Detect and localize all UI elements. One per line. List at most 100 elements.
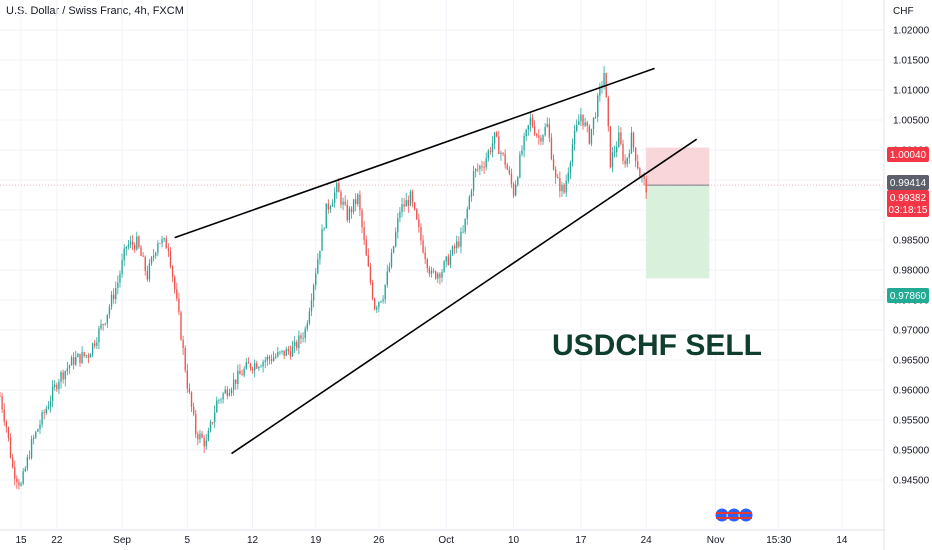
candle-body [504,153,506,165]
x-tick-label: Nov [707,535,725,546]
candle-body [407,200,410,206]
candle-body [41,412,43,425]
candle-body [195,413,197,435]
y-tick-label: 1.00500 [893,116,930,127]
trendlines[interactable] [174,67,698,455]
candle-body [127,244,130,247]
stop-price-text: 1.00040 [890,150,927,161]
candle-body [272,357,275,361]
candle-body [384,284,386,300]
candle-body [331,202,334,207]
candle-body [277,351,279,357]
candle-body [174,276,176,290]
candle-body [485,158,487,168]
candle-body [161,239,163,244]
candle-body [207,430,210,441]
candle-body [582,114,584,126]
candle-body [487,150,489,159]
candle-body [184,348,186,371]
candle-body [75,357,77,365]
candle-body [264,360,266,362]
candle-body [388,266,391,272]
candle-body [146,270,149,280]
candle-body [580,114,582,122]
candle-body [293,341,296,347]
time-axis[interactable]: 15 22 Sep 5 12 19 26 Oct 10 17 24 Nov 15:30 14 [15,535,847,546]
x-tick-label: 10 [508,535,520,546]
candle-body [5,421,7,428]
candle-body [519,154,521,178]
candle-body [251,368,254,371]
chart-annotation[interactable]: USDCHF SELL [552,329,762,362]
candle-body [96,342,98,346]
candle-body [578,121,580,125]
candle-body [310,300,313,312]
candle-body [11,457,14,468]
candle-body [142,255,144,257]
candle-body [397,218,399,233]
chart-title: U.S. Dollar / Swiss Franc, 4h, FXCM [6,5,184,17]
last-price-text: 0.99414 [890,178,927,189]
candle-body [563,184,565,193]
candle-body [28,457,31,458]
candle-body [416,209,418,220]
candle-body [300,335,302,339]
price-axis[interactable]: 1.020001.015001.010001.005001.000000.995… [893,26,930,487]
candle-body [18,482,20,486]
candle-body [456,241,458,249]
candle-body [550,137,553,160]
candle-body [58,381,60,390]
candle-body [594,116,597,118]
candle-body [500,152,502,154]
candle-body [569,162,572,173]
x-tick-label: Oct [438,535,454,546]
candle-body [186,370,189,389]
candle-body [554,169,557,177]
candle-body [176,289,178,299]
candle-body [163,238,165,240]
candle-body [249,363,252,369]
candle-body [573,130,576,145]
candle-body [285,349,287,356]
flag-stripe [716,517,728,519]
candle-body [241,374,243,376]
candle-body [77,353,79,358]
candle-body [150,257,153,264]
candle-body [79,353,81,363]
candle-body [521,150,523,155]
economic-events[interactable] [714,507,754,523]
candle-body [192,406,195,414]
candle-body [479,165,481,170]
candle-body [260,366,262,368]
candle-body [493,132,496,144]
x-tick-label: 24 [641,535,653,546]
candle-body [199,433,201,440]
candle-body [232,379,235,390]
candle-body [317,259,319,274]
candle-body [483,167,485,168]
candle-body [435,271,437,279]
candle-body [247,362,250,364]
x-tick-label: 15:30 [766,535,791,546]
candle-body [190,392,193,407]
candle-body [508,169,511,174]
candle-body [112,294,115,300]
us-flag-event-icon[interactable] [738,507,754,523]
candle-body [157,243,159,253]
candle-body [510,173,513,184]
candle-body [498,136,500,154]
candle-body [395,232,397,247]
candle-body [49,401,52,407]
candle-body [32,437,35,439]
candle-body [369,266,372,283]
candle-body [94,343,96,346]
candle-body [258,366,260,369]
candle-body [203,437,205,447]
candle-body [506,164,508,170]
candle-body [64,371,66,380]
x-tick-label: 12 [247,535,259,546]
candle-body [68,365,71,369]
candle-body [373,298,376,310]
candle-body [289,351,292,357]
